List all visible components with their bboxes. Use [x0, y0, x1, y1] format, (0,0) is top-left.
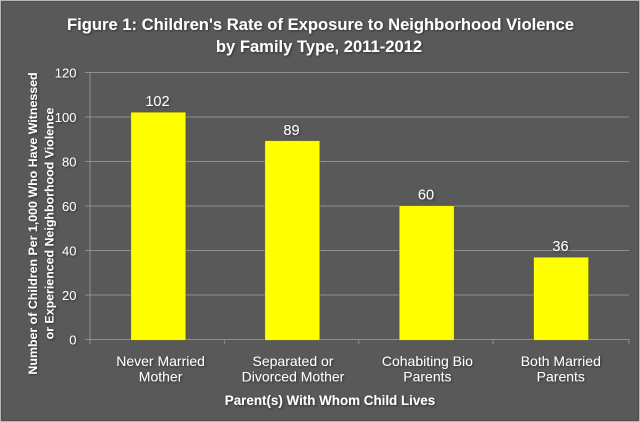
svg-text:Number of Children Per 1,000 W: Number of Children Per 1,000 Who Have Wi… [26, 72, 40, 374]
svg-text:Parent(s) With Whom Child Live: Parent(s) With Whom Child Lives [225, 393, 435, 408]
svg-text:120: 120 [55, 66, 77, 81]
svg-text:102: 102 [145, 94, 169, 110]
svg-text:40: 40 [62, 244, 76, 259]
svg-text:89: 89 [283, 123, 299, 139]
svg-text:Parents: Parents [403, 369, 451, 385]
svg-text:Both Married: Both Married [521, 353, 601, 369]
svg-text:60: 60 [418, 188, 434, 204]
svg-text:60: 60 [62, 199, 76, 214]
svg-text:36: 36 [552, 239, 568, 255]
svg-text:Cohabiting Bio: Cohabiting Bio [382, 353, 473, 369]
svg-text:100: 100 [55, 110, 77, 125]
svg-text:or Experienced Neighborhood Vi: or Experienced Neighborhood Violence [43, 107, 57, 339]
svg-text:by Family Type, 2011-2012: by Family Type, 2011-2012 [216, 37, 422, 56]
svg-text:0: 0 [69, 333, 76, 348]
svg-text:80: 80 [62, 155, 76, 170]
svg-text:20: 20 [62, 288, 76, 303]
svg-text:Separated or: Separated or [253, 353, 334, 369]
svg-text:Figure 1: Children's Rate of E: Figure 1: Children's Rate of Exposure to… [67, 15, 574, 34]
svg-text:Never Married: Never Married [116, 353, 205, 369]
svg-text:Parents: Parents [537, 369, 585, 385]
svg-text:Mother: Mother [139, 369, 183, 385]
svg-text:Divorced Mother: Divorced Mother [242, 369, 345, 385]
